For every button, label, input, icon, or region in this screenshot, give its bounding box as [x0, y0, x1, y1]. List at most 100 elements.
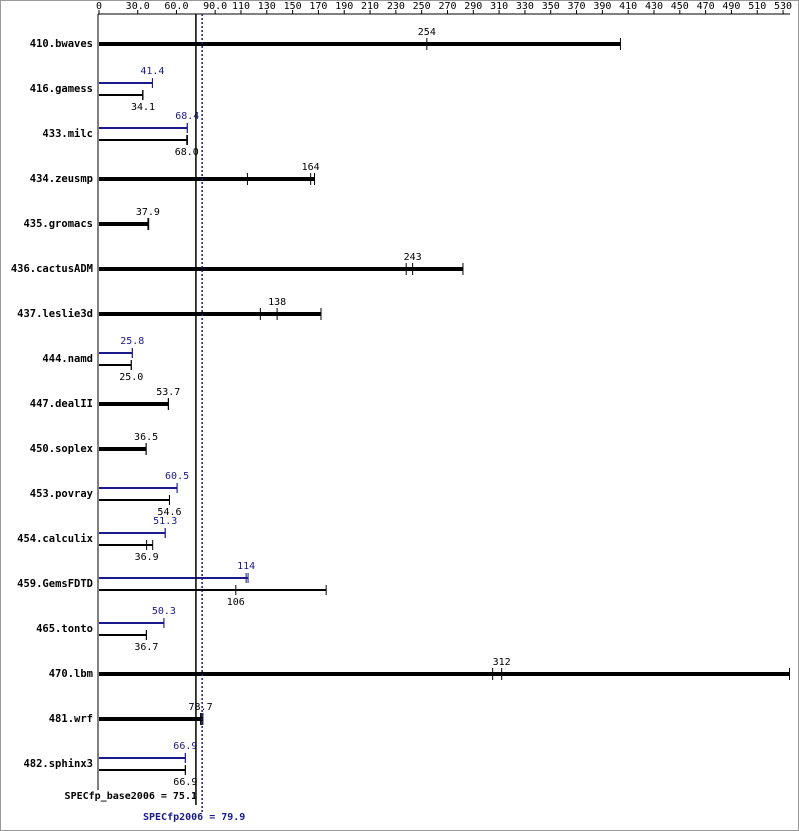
- bar: [99, 82, 153, 84]
- summary-value: 75.1: [173, 791, 197, 802]
- bar: [99, 634, 147, 636]
- x-tick-label: 430: [645, 1, 663, 12]
- bar: [99, 352, 133, 354]
- value-label: 68.0: [175, 147, 199, 158]
- value-label: 50.3: [152, 606, 176, 617]
- value-label: 312: [493, 657, 511, 668]
- category-label: 453.povray: [30, 488, 94, 500]
- bar: [99, 447, 147, 451]
- x-tick-label: 370: [568, 1, 586, 12]
- category-label: 435.gromacs: [23, 218, 93, 230]
- category-label: 410.bwaves: [30, 38, 93, 50]
- x-tick-label: 410: [619, 1, 637, 12]
- bar: [99, 402, 169, 406]
- summary-label: SPECfp2006 = 79.9: [143, 812, 245, 823]
- x-tick-label: 110: [232, 1, 250, 12]
- x-tick-label: 230: [387, 1, 405, 12]
- x-tick-label: 270: [438, 1, 456, 12]
- category-label: 444.namd: [42, 353, 93, 365]
- bar: [99, 717, 203, 721]
- value-label: 36.7: [134, 642, 158, 653]
- value-label: 36.9: [135, 552, 159, 563]
- value-label: 66.9: [173, 741, 197, 752]
- bar: [99, 499, 170, 501]
- x-tick-label: 310: [490, 1, 508, 12]
- value-label: 243: [404, 252, 422, 263]
- category-label: 482.sphinx3: [23, 758, 93, 770]
- value-label: 68.4: [175, 111, 199, 122]
- bar: [99, 267, 463, 271]
- value-label: 51.3: [153, 516, 177, 527]
- bar: [99, 364, 132, 366]
- x-tick-label: 530: [774, 1, 792, 12]
- bar: [99, 577, 249, 579]
- x-tick-label: 490: [722, 1, 740, 12]
- x-tick-label: 510: [748, 1, 766, 12]
- x-tick-label: 0: [96, 1, 102, 12]
- bar: [99, 312, 321, 316]
- bar: [99, 177, 315, 181]
- category-label: 459.GemsFDTD: [17, 578, 93, 590]
- x-tick-label: 330: [516, 1, 534, 12]
- x-tick-label: 30.0: [126, 1, 150, 12]
- value-label: 53.7: [156, 387, 180, 398]
- bar: [99, 544, 153, 546]
- x-tick-label: 190: [335, 1, 353, 12]
- bar: [99, 487, 178, 489]
- summary-name: SPECfp_base2006 =: [65, 791, 167, 802]
- value-label: 78.7: [189, 702, 213, 713]
- value-label: 66.9: [173, 777, 197, 788]
- summary-name: SPECfp2006 =: [143, 812, 215, 823]
- category-label: 433.milc: [42, 128, 93, 140]
- x-tick-label: 170: [309, 1, 327, 12]
- value-label: 106: [227, 597, 245, 608]
- bar: [99, 769, 186, 771]
- value-label: 138: [268, 297, 286, 308]
- bar: [99, 222, 149, 226]
- category-label: 416.gamess: [30, 83, 93, 95]
- x-tick-label: 390: [593, 1, 611, 12]
- x-tick-label: 90.0: [203, 1, 227, 12]
- category-label: 447.dealII: [30, 398, 93, 410]
- category-label: 470.lbm: [49, 668, 93, 680]
- x-tick-label: 350: [542, 1, 560, 12]
- bar: [99, 127, 188, 129]
- summary-value: 79.9: [221, 812, 245, 823]
- x-tick-label: 290: [464, 1, 482, 12]
- bar: [99, 139, 188, 141]
- value-label: 164: [302, 162, 320, 173]
- bar: [99, 757, 186, 759]
- bar: [99, 672, 790, 676]
- bar: [99, 94, 143, 96]
- bar: [99, 589, 327, 591]
- value-label: 25.8: [120, 336, 144, 347]
- category-label: 436.cactusADM: [11, 263, 93, 275]
- value-label: 41.4: [140, 66, 164, 77]
- summary-label: SPECfp_base2006 = 75.1: [65, 791, 197, 802]
- category-label: 481.wrf: [49, 713, 93, 725]
- value-label: 54.6: [157, 507, 181, 518]
- value-label: 25.0: [119, 372, 143, 383]
- bar: [99, 532, 166, 534]
- x-tick-label: 150: [284, 1, 302, 12]
- value-label: 37.9: [136, 207, 160, 218]
- value-label: 36.5: [134, 432, 158, 443]
- category-label: 465.tonto: [36, 623, 93, 635]
- value-label: 60.5: [165, 471, 189, 482]
- category-label: 434.zeusmp: [30, 173, 93, 185]
- value-label: 114: [237, 561, 255, 572]
- bar: [99, 42, 621, 46]
- value-label: 34.1: [131, 102, 155, 113]
- x-tick-label: 250: [413, 1, 431, 12]
- x-tick-label: 60.0: [164, 1, 188, 12]
- value-label: 254: [418, 27, 436, 38]
- bar: [99, 622, 164, 624]
- x-tick-label: 130: [258, 1, 276, 12]
- category-label: 437.leslie3d: [17, 308, 93, 320]
- x-tick-label: 470: [697, 1, 715, 12]
- x-tick-label: 210: [361, 1, 379, 12]
- category-label: 454.calculix: [17, 533, 94, 545]
- category-label: 450.soplex: [30, 443, 94, 455]
